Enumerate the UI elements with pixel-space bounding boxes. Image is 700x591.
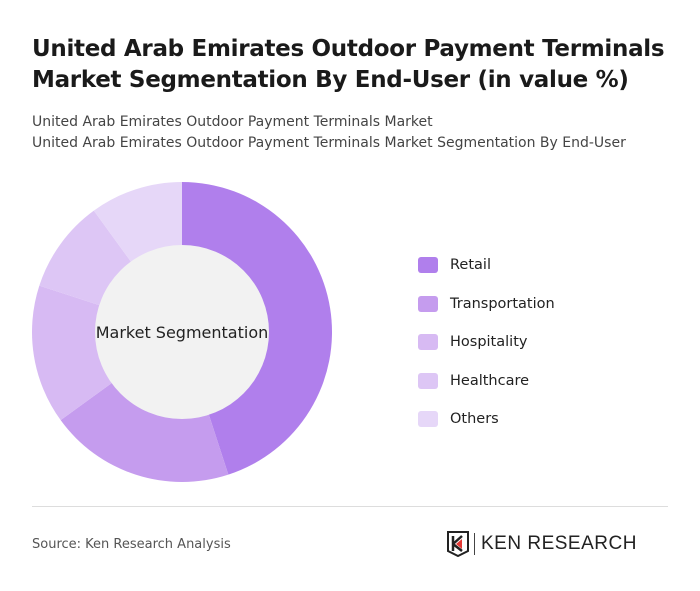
donut-chart: Market Segmentation [32, 182, 333, 483]
logo-mark-icon [447, 531, 469, 557]
ken-research-logo: KEN RESEARCH [447, 531, 637, 557]
chart-subtitle: United Arab Emirates Outdoor Payment Ter… [32, 114, 433, 130]
logo-separator [474, 533, 475, 555]
legend-item-others: Others [418, 400, 555, 439]
legend-label: Hospitality [450, 334, 528, 351]
center-label: Market Segmentation [96, 323, 269, 342]
legend-item-healthcare: Healthcare [418, 362, 555, 401]
divider [32, 506, 668, 507]
legend-label: Transportation [450, 295, 555, 312]
legend-swatch [418, 257, 438, 274]
legend: Retail Transportation Hospitality Healthcar… [418, 246, 555, 439]
legend-label: Others [450, 411, 499, 428]
legend-swatch [418, 372, 438, 389]
legend-swatch [418, 411, 438, 428]
chart-title: United Arab Emirates Outdoor Payment Ter… [32, 36, 665, 93]
donut-hole [95, 245, 269, 419]
legend-label: Healthcare [450, 372, 530, 389]
legend-label: Retail [450, 257, 491, 274]
chart-subtitle-2: United Arab Emirates Outdoor Payment Ter… [32, 135, 626, 151]
legend-item-hospitality: Hospitality [418, 323, 555, 362]
legend-item-transportation: Transportation [418, 285, 555, 324]
source-note: Source: Ken Research Analysis [32, 537, 231, 552]
legend-swatch [418, 334, 438, 351]
logo-text: KEN RESEARCH [481, 533, 637, 554]
legend-item-retail: Retail [418, 246, 555, 285]
legend-swatch [418, 295, 438, 312]
